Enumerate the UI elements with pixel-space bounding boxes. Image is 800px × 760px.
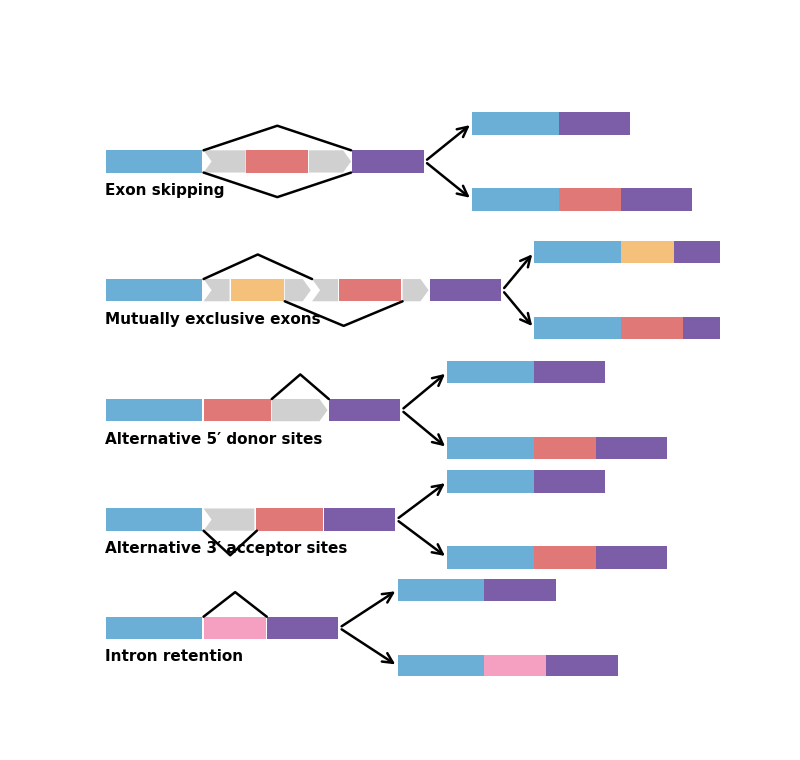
Polygon shape bbox=[272, 399, 327, 421]
FancyBboxPatch shape bbox=[447, 361, 534, 383]
FancyBboxPatch shape bbox=[203, 616, 266, 639]
FancyBboxPatch shape bbox=[472, 188, 558, 211]
FancyBboxPatch shape bbox=[352, 150, 424, 173]
FancyBboxPatch shape bbox=[596, 546, 667, 568]
FancyBboxPatch shape bbox=[621, 188, 692, 211]
Text: Mutually exclusive exons: Mutually exclusive exons bbox=[105, 312, 321, 327]
Text: Intron retention: Intron retention bbox=[105, 650, 243, 664]
FancyBboxPatch shape bbox=[256, 508, 322, 530]
FancyBboxPatch shape bbox=[106, 616, 202, 639]
FancyBboxPatch shape bbox=[231, 279, 283, 301]
Polygon shape bbox=[402, 279, 429, 301]
FancyBboxPatch shape bbox=[534, 546, 596, 568]
FancyBboxPatch shape bbox=[324, 508, 395, 530]
FancyBboxPatch shape bbox=[674, 241, 745, 263]
FancyBboxPatch shape bbox=[203, 399, 270, 421]
Polygon shape bbox=[203, 279, 230, 301]
Polygon shape bbox=[203, 508, 254, 530]
FancyBboxPatch shape bbox=[558, 112, 630, 135]
FancyBboxPatch shape bbox=[398, 578, 485, 601]
FancyBboxPatch shape bbox=[106, 279, 202, 301]
Text: Alternative 5′ donor sites: Alternative 5′ donor sites bbox=[105, 432, 322, 447]
Polygon shape bbox=[203, 150, 246, 173]
FancyBboxPatch shape bbox=[339, 279, 402, 301]
FancyBboxPatch shape bbox=[447, 546, 534, 568]
FancyBboxPatch shape bbox=[546, 655, 618, 677]
FancyBboxPatch shape bbox=[106, 150, 202, 173]
FancyBboxPatch shape bbox=[329, 399, 400, 421]
FancyBboxPatch shape bbox=[106, 399, 202, 421]
FancyBboxPatch shape bbox=[246, 150, 308, 173]
FancyBboxPatch shape bbox=[447, 470, 534, 492]
FancyBboxPatch shape bbox=[534, 361, 606, 383]
FancyBboxPatch shape bbox=[534, 470, 606, 492]
FancyBboxPatch shape bbox=[485, 578, 556, 601]
Text: Alternative 3′ acceptor sites: Alternative 3′ acceptor sites bbox=[105, 541, 347, 556]
FancyBboxPatch shape bbox=[621, 317, 682, 339]
FancyBboxPatch shape bbox=[682, 317, 754, 339]
FancyBboxPatch shape bbox=[534, 317, 621, 339]
FancyBboxPatch shape bbox=[558, 188, 621, 211]
Polygon shape bbox=[312, 279, 338, 301]
FancyBboxPatch shape bbox=[266, 616, 338, 639]
FancyBboxPatch shape bbox=[596, 437, 667, 459]
Text: Exon skipping: Exon skipping bbox=[105, 183, 225, 198]
Polygon shape bbox=[285, 279, 310, 301]
FancyBboxPatch shape bbox=[430, 279, 501, 301]
FancyBboxPatch shape bbox=[106, 508, 202, 530]
Polygon shape bbox=[309, 150, 351, 173]
FancyBboxPatch shape bbox=[621, 241, 674, 263]
FancyBboxPatch shape bbox=[398, 655, 485, 677]
FancyBboxPatch shape bbox=[472, 112, 558, 135]
FancyBboxPatch shape bbox=[447, 437, 534, 459]
FancyBboxPatch shape bbox=[534, 437, 596, 459]
FancyBboxPatch shape bbox=[485, 655, 546, 677]
FancyBboxPatch shape bbox=[534, 241, 621, 263]
